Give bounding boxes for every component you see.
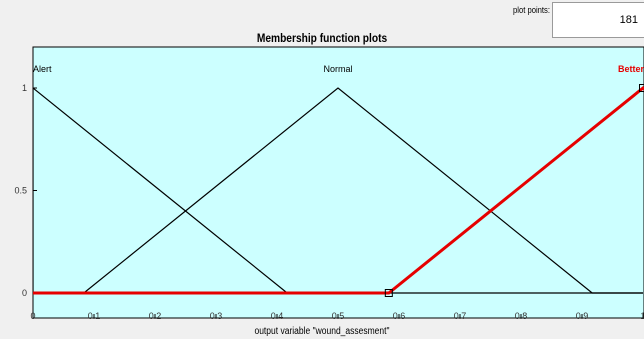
x-tick-label: 0.7 — [454, 311, 467, 321]
x-tick-label: 0.3 — [210, 311, 223, 321]
x-tick-label: 0.2 — [149, 311, 162, 321]
x-tick-label: 0.5 — [332, 311, 345, 321]
x-tick-label: 0.9 — [576, 311, 589, 321]
x-tick-label: 0 — [30, 311, 35, 321]
plot-area — [32, 46, 644, 319]
x-tick-label: 0.1 — [88, 311, 101, 321]
mf-line-better[interactable] — [33, 86, 644, 295]
plot-points-label: plot points: — [513, 5, 551, 15]
x-tick-label: 0.8 — [515, 311, 528, 321]
mf-label-normal[interactable]: Normal — [323, 64, 352, 74]
y-tick-label: 0 — [22, 288, 27, 298]
x-tick-label: 1 — [640, 311, 644, 321]
y-tick-label: 1 — [22, 83, 27, 93]
plot-points-input[interactable] — [552, 2, 644, 38]
mf-line-alert[interactable] — [33, 87, 643, 294]
y-tick-label: 0.5 — [14, 186, 27, 196]
mf-vertex-handle[interactable] — [384, 289, 393, 297]
mf-label-alert[interactable]: Alert — [33, 64, 52, 74]
x-tick-label: 0.6 — [393, 311, 406, 321]
mf-vertex-handle[interactable] — [639, 84, 644, 92]
plot-title: Membership function plots — [256, 31, 388, 45]
x-tick-label: 0.4 — [271, 311, 284, 321]
mf-label-better[interactable]: Better — [618, 64, 644, 74]
x-axis-label: output variable "wound_assesment" — [254, 326, 390, 337]
